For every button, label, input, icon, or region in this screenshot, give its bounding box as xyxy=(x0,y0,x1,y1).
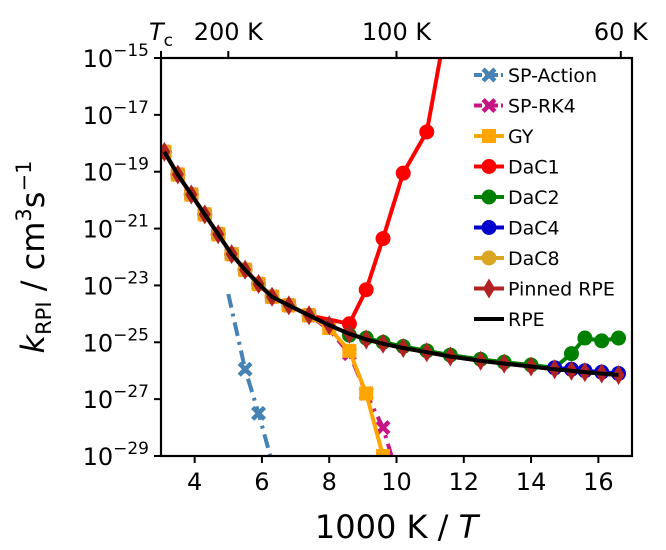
axes-layer: 4 6 8 10 12 14 16 Tc 200 K 100 K 60 K 10−29 10−27 10−… xyxy=(12,18,649,546)
x-tick-label: 16 xyxy=(583,468,614,496)
y-tick-label: 10−23 xyxy=(83,268,149,300)
data-point-sp-action xyxy=(251,405,267,421)
legend-entry-dac4: DaC4 xyxy=(474,218,560,240)
legend-marker xyxy=(481,159,497,174)
series-line-sp-action xyxy=(226,293,273,456)
top-tick-label: 200 K xyxy=(194,18,264,46)
x-tick-label: 6 xyxy=(254,468,269,496)
data-point-dac2 xyxy=(577,330,593,346)
legend-entry-sp-rk4: SP-RK4 xyxy=(474,96,576,118)
legend-marker xyxy=(481,250,497,266)
x-tick-label: 12 xyxy=(449,468,480,496)
legend-label: DaC1 xyxy=(508,157,560,179)
legend-entry-dac8: DaC8 xyxy=(474,248,560,270)
legend-entry-sp-action: SP-Action xyxy=(474,65,597,87)
x-tick-label: 4 xyxy=(187,468,202,496)
top-tick-label: Tc xyxy=(149,18,173,51)
legend-marker xyxy=(481,220,497,235)
legend-label: DaC4 xyxy=(508,218,560,240)
legend-label: DaC2 xyxy=(508,187,560,209)
legend-entry-pinned-rpe: Pinned RPE xyxy=(474,278,615,301)
y-axis-title: kRPI / cm3s−1 xyxy=(12,161,56,354)
legend-marker xyxy=(482,129,496,143)
legend-marker xyxy=(481,67,497,83)
legend-label: RPE xyxy=(508,309,545,331)
legend-label: Pinned RPE xyxy=(508,279,615,301)
y-tick-label: 10−15 xyxy=(83,41,149,73)
legend-label: GY xyxy=(508,126,534,148)
data-point-pinned-rpe xyxy=(612,364,625,385)
series-layer xyxy=(161,58,627,456)
legend-label: SP-Action xyxy=(508,65,597,87)
data-point-gy xyxy=(359,386,374,401)
data-point-dac2 xyxy=(611,330,627,346)
series-rpe xyxy=(162,150,619,377)
data-point-dac1 xyxy=(375,231,391,247)
y-tick-label: 10−21 xyxy=(83,212,149,244)
x-tick-label: 8 xyxy=(322,468,337,496)
series-line-rpe xyxy=(162,150,619,377)
data-point-sp-rk4 xyxy=(375,420,391,436)
data-point-dac1 xyxy=(358,282,374,298)
data-point-gy xyxy=(376,449,391,456)
legend: SP-Action SP-RK4 GY DaC1 DaC2 DaC4 DaC8 Pinned … xyxy=(474,65,615,331)
series-sp-action xyxy=(226,293,273,456)
data-point-dac2 xyxy=(594,333,610,349)
legend-entry-rpe: RPE xyxy=(474,309,545,331)
top-tick-label: 60 K xyxy=(594,18,649,46)
legend-entry-dac1: DaC1 xyxy=(474,157,560,179)
data-point-dac1 xyxy=(395,165,411,181)
data-point-sp-action xyxy=(237,361,253,377)
x-tick-label: 10 xyxy=(381,468,412,496)
y-tick-label: 10−25 xyxy=(83,325,149,357)
x-tick-label: 14 xyxy=(516,468,547,496)
legend-marker xyxy=(481,98,497,113)
data-point-dac1 xyxy=(419,124,435,140)
data-point-dac2 xyxy=(563,346,579,362)
legend-marker xyxy=(481,189,497,205)
legend-entry-dac2: DaC2 xyxy=(474,187,560,209)
data-point-gy xyxy=(342,343,357,358)
legend-label: SP-RK4 xyxy=(508,96,576,118)
y-tick-label: 10−29 xyxy=(83,439,149,471)
legend-marker xyxy=(483,278,495,299)
y-tick-label: 10−19 xyxy=(83,155,149,187)
x-axis-title: 1000 K / T xyxy=(315,508,481,546)
legend-entry-gy: GY xyxy=(474,126,534,148)
legend-label: DaC8 xyxy=(508,248,560,270)
top-tick-label: 100 K xyxy=(362,18,432,46)
y-tick-label: 10−17 xyxy=(83,98,149,130)
y-tick-label: 10−27 xyxy=(83,382,149,414)
